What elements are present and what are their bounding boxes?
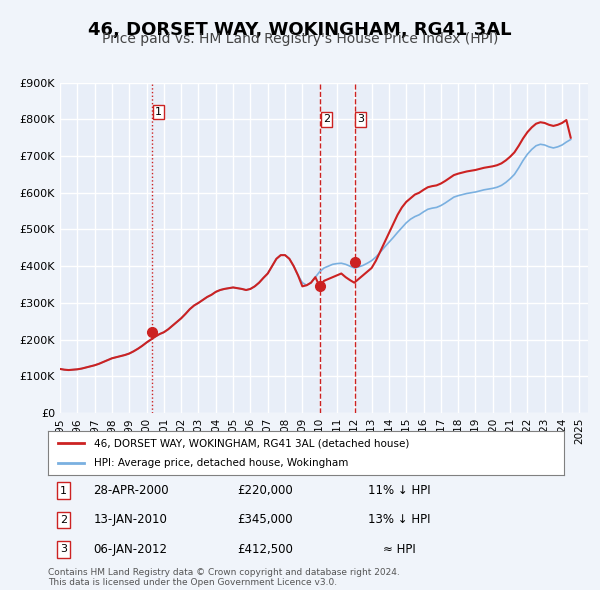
Text: 2: 2 bbox=[60, 515, 67, 525]
Text: HPI: Average price, detached house, Wokingham: HPI: Average price, detached house, Woki… bbox=[94, 458, 349, 467]
Text: 28-APR-2000: 28-APR-2000 bbox=[93, 484, 169, 497]
Text: 1: 1 bbox=[155, 107, 162, 117]
Text: £220,000: £220,000 bbox=[237, 484, 293, 497]
Text: Contains HM Land Registry data © Crown copyright and database right 2024.
This d: Contains HM Land Registry data © Crown c… bbox=[48, 568, 400, 587]
Text: 3: 3 bbox=[60, 544, 67, 554]
Text: Price paid vs. HM Land Registry's House Price Index (HPI): Price paid vs. HM Land Registry's House … bbox=[102, 32, 498, 47]
Text: £345,000: £345,000 bbox=[237, 513, 293, 526]
Text: 3: 3 bbox=[357, 114, 364, 124]
Text: 2: 2 bbox=[323, 114, 330, 124]
Text: 13% ↓ HPI: 13% ↓ HPI bbox=[368, 513, 430, 526]
Text: 06-JAN-2012: 06-JAN-2012 bbox=[94, 543, 167, 556]
Text: ≈ HPI: ≈ HPI bbox=[383, 543, 415, 556]
Text: 46, DORSET WAY, WOKINGHAM, RG41 3AL (detached house): 46, DORSET WAY, WOKINGHAM, RG41 3AL (det… bbox=[94, 438, 410, 448]
Text: 1: 1 bbox=[60, 486, 67, 496]
Text: £412,500: £412,500 bbox=[237, 543, 293, 556]
Text: 13-JAN-2010: 13-JAN-2010 bbox=[94, 513, 167, 526]
Text: 46, DORSET WAY, WOKINGHAM, RG41 3AL: 46, DORSET WAY, WOKINGHAM, RG41 3AL bbox=[88, 21, 512, 39]
Text: 11% ↓ HPI: 11% ↓ HPI bbox=[368, 484, 430, 497]
